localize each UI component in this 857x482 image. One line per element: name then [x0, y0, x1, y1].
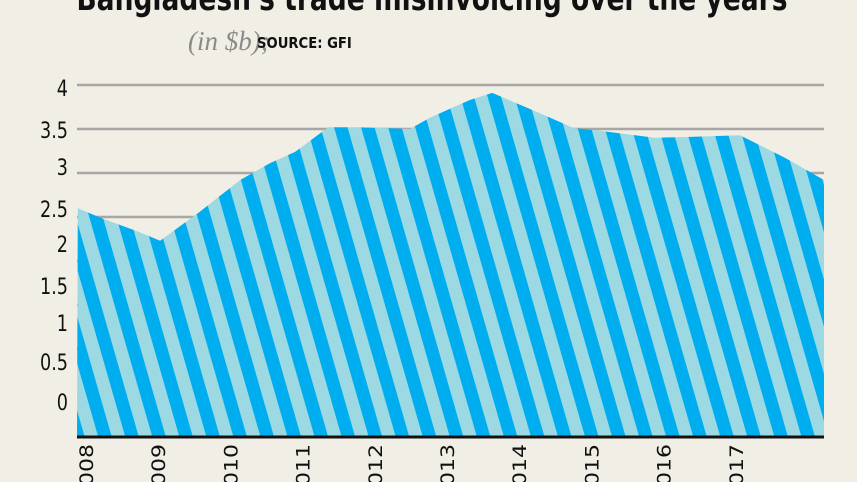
area-series	[77, 92, 824, 438]
y-tick-label: 1.5	[40, 274, 68, 299]
x-tick-label: 2008	[76, 444, 98, 482]
y-tick-label: 0	[57, 390, 68, 415]
x-tick-label: 2009	[148, 444, 170, 482]
y-tick-label: 4	[57, 76, 68, 101]
y-tick-label: 3	[57, 155, 68, 180]
y-tick-label: 2.5	[40, 197, 68, 222]
x-tick-label: 2012	[364, 444, 386, 482]
y-tick-label: 1	[57, 311, 68, 336]
x-tick-label: 2015	[581, 444, 603, 482]
x-tick-label: 2014	[509, 444, 531, 482]
y-tick-label: 2	[57, 232, 68, 257]
x-tick-label: 2013	[437, 444, 459, 482]
x-tick-label: 2011	[292, 444, 314, 482]
x-tick-label: 2010	[220, 444, 242, 482]
x-tick-label: 2016	[653, 444, 675, 482]
chart-subtitle: (in $b);	[188, 26, 270, 56]
chart-source: SOURCE: GFI	[257, 35, 352, 52]
x-tick-label: 2017	[725, 444, 747, 482]
y-tick-label: 3.5	[40, 118, 68, 143]
y-tick-label: 0.5	[40, 350, 68, 375]
chart-title: Bangladesh's trade misinvoicing over the…	[76, 0, 787, 19]
